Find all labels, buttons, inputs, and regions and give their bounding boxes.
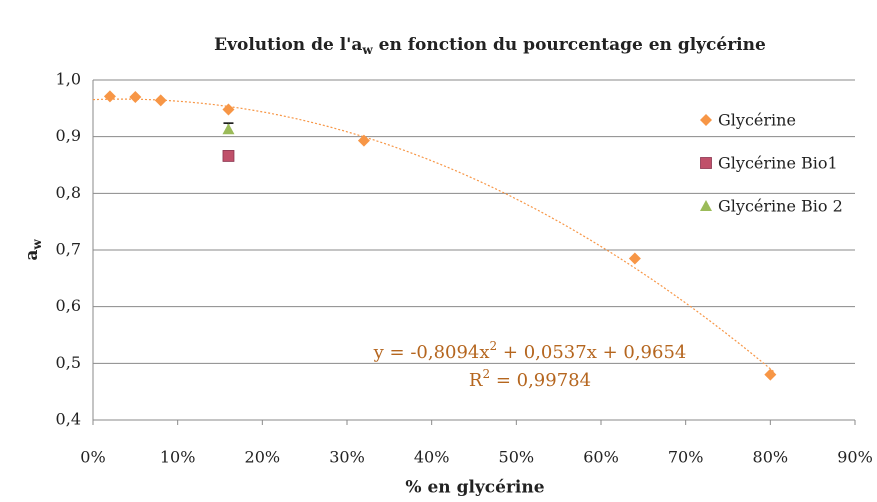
point: [129, 91, 142, 103]
point: [222, 123, 235, 135]
point: [154, 94, 167, 107]
trendline: [92, 98, 775, 373]
point: [357, 134, 370, 147]
title-part: en fonction du pourcentage en glycérine: [373, 35, 766, 55]
point: [628, 252, 641, 265]
point: [222, 150, 235, 162]
y-tick-label: 0,5: [56, 353, 81, 372]
x-tick-label: 80%: [753, 448, 789, 467]
eq-part: + 0,0537x + 0,9654: [497, 342, 686, 363]
trend-r2: R2 = 0,99784: [469, 367, 591, 392]
r2-part: = 0,99784: [490, 370, 591, 391]
legend-marker: [700, 200, 712, 211]
y-tick-label: 0,6: [56, 296, 81, 315]
x-tick-label: 40%: [414, 448, 450, 467]
x-tick-label: 0%: [80, 448, 105, 467]
y-label-part: a: [22, 250, 42, 261]
y-label-sub: w: [30, 239, 44, 251]
title-part: Evolution de l'a: [214, 35, 362, 55]
point: [103, 90, 116, 103]
x-tick-label: 50%: [499, 448, 535, 467]
y-tick-label: 0,9: [56, 126, 81, 145]
eq-part: y = -0,8094x: [373, 342, 490, 363]
point: [764, 368, 777, 381]
trend-equation: y = -0,8094x2 + 0,0537x + 0,9654: [373, 339, 687, 364]
legend-label: Glycérine Bio 2: [718, 197, 843, 216]
x-tick-label: 90%: [837, 448, 873, 467]
x-tick-label: 60%: [583, 448, 619, 467]
x-tick-label: 10%: [160, 448, 196, 467]
x-tick-label: 20%: [245, 448, 281, 467]
y-tick-label: 1,0: [56, 70, 81, 89]
x-tick-label: 70%: [668, 448, 704, 467]
x-tick-label: 30%: [329, 448, 365, 467]
legend-marker: [700, 157, 712, 169]
eq-sup: 2: [490, 339, 498, 353]
x-axis-label: % en glycérine: [405, 478, 544, 498]
r2-part: R: [469, 370, 483, 391]
legend-label: Glycérine: [718, 111, 796, 130]
y-tick-label: 0,8: [56, 183, 81, 202]
legend-marker: [700, 114, 712, 126]
title-sub: w: [361, 43, 373, 57]
r2-sup: 2: [482, 367, 490, 381]
y-tick-label: 0,4: [56, 410, 81, 429]
legend-label: Glycérine Bio1: [718, 154, 838, 173]
y-axis-label: aw: [22, 239, 44, 261]
chart-title: Evolution de l'aw en fonction du pourcen…: [214, 35, 766, 57]
y-tick-label: 0,7: [56, 240, 81, 259]
point: [222, 103, 235, 116]
